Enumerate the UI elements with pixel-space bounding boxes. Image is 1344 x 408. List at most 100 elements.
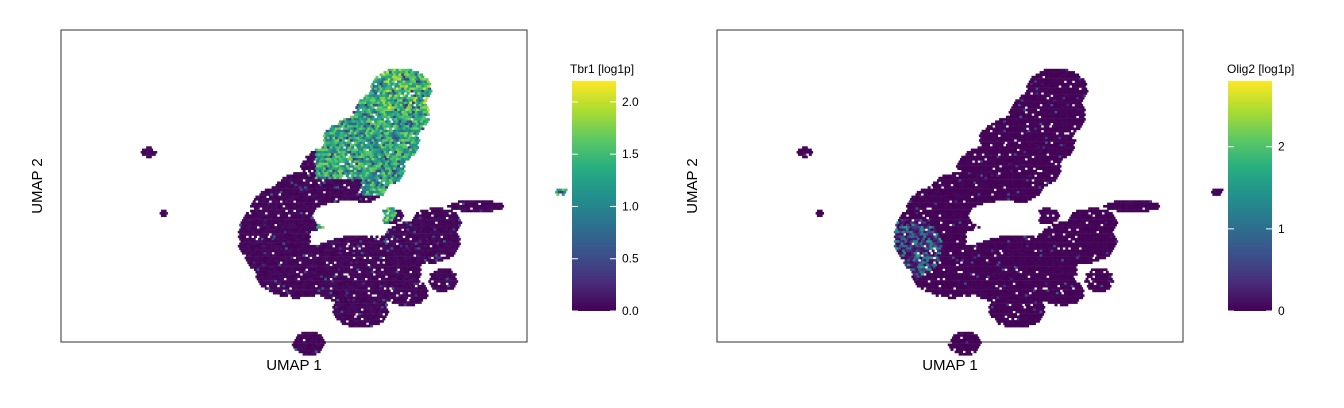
cell-hex (254, 221, 257, 224)
cell-hex (304, 276, 307, 279)
cell-hex (390, 280, 393, 283)
cell-hex (442, 285, 445, 288)
cell-hex (332, 175, 335, 178)
cell-hex (454, 250, 457, 253)
cell-hex (399, 163, 402, 166)
cell-hex (277, 210, 280, 213)
cell-hex (295, 236, 298, 239)
cell-hex (334, 299, 337, 302)
cell-hex (392, 250, 395, 253)
cell-hex (403, 245, 406, 248)
cell-hex (411, 95, 414, 98)
cell-hex (378, 297, 381, 300)
cell-hex (296, 261, 299, 264)
cell-hex (349, 128, 352, 131)
cell-hex (312, 351, 315, 354)
cell-hex (490, 200, 493, 203)
cell-hex (340, 156, 343, 159)
cell-hex (1064, 76, 1067, 79)
cell-hex (307, 233, 310, 236)
cell-hex (372, 130, 375, 133)
cell-hex (295, 207, 298, 210)
cell-hex (385, 116, 388, 119)
cell-hex (345, 120, 348, 123)
cell-hex (393, 219, 396, 222)
cell-hex (399, 210, 402, 213)
cell-hex (291, 290, 294, 293)
cell-hex (299, 172, 302, 175)
cell-hex (300, 231, 303, 234)
cell-hex (403, 264, 406, 267)
cell-hex (299, 285, 302, 288)
cell-hex (434, 271, 437, 274)
cell-hex (345, 130, 348, 133)
cell-hex (438, 278, 441, 281)
cell-hex (404, 285, 407, 288)
cell-hex (277, 271, 280, 274)
cell-hex (308, 203, 311, 206)
cell-hex (374, 182, 377, 185)
cell-hex (412, 139, 415, 142)
cell-hex (392, 297, 395, 300)
cell-hex (417, 285, 420, 288)
cell-hex (289, 189, 292, 192)
cell-hex (376, 320, 379, 323)
cell-hex (351, 170, 354, 173)
cell-hex (359, 297, 362, 300)
cell-hex (288, 210, 291, 213)
cell-hex (1082, 88, 1085, 91)
cell-hex (399, 219, 402, 222)
cell-hex (143, 151, 146, 154)
cell-hex (409, 243, 412, 246)
cell-hex (361, 313, 364, 316)
cell-hex (388, 116, 391, 119)
cell-hex (273, 189, 276, 192)
cell-hex (376, 85, 379, 88)
cell-hex (400, 132, 403, 135)
cell-hex (342, 323, 345, 326)
cell-hex (305, 217, 308, 220)
cell-hex (330, 142, 333, 145)
cell-hex (355, 153, 358, 156)
cell-hex (1029, 81, 1032, 84)
cell-hex (305, 264, 308, 267)
cell-hex (354, 325, 357, 328)
cell-hex (339, 125, 342, 128)
cell-hex (420, 116, 423, 119)
cell-hex (434, 233, 437, 236)
cell-hex (343, 123, 346, 126)
cell-hex (404, 233, 407, 236)
cell-hex (1068, 92, 1071, 95)
cell-hex (412, 266, 415, 269)
cell-hex (389, 297, 392, 300)
cell-hex (292, 344, 295, 347)
cell-hex (312, 158, 315, 161)
cell-hex (434, 247, 437, 250)
cell-hex (318, 351, 321, 354)
cell-hex (351, 278, 354, 281)
cell-hex (332, 189, 335, 192)
cell-hex (370, 278, 373, 281)
cell-hex (288, 247, 291, 250)
cell-hex (362, 193, 365, 196)
cell-hex (347, 135, 350, 138)
cell-hex (431, 238, 434, 241)
cell-hex (328, 196, 331, 199)
cell-hex (401, 69, 404, 72)
cell-hex (448, 236, 451, 239)
cell-hex (338, 278, 341, 281)
cell-hex (400, 245, 403, 248)
cell-hex (350, 238, 353, 241)
cell-hex (336, 261, 339, 264)
cell-hex (381, 132, 384, 135)
cell-hex (475, 207, 478, 210)
cell-hex (374, 149, 377, 152)
cell-hex (305, 156, 308, 159)
cell-hex (1075, 81, 1078, 84)
cell-hex (455, 214, 458, 217)
cell-hex (372, 290, 375, 293)
cell-hex (309, 266, 312, 269)
cell-hex (434, 214, 437, 217)
cell-hex (350, 271, 353, 274)
cell-hex (366, 290, 369, 293)
